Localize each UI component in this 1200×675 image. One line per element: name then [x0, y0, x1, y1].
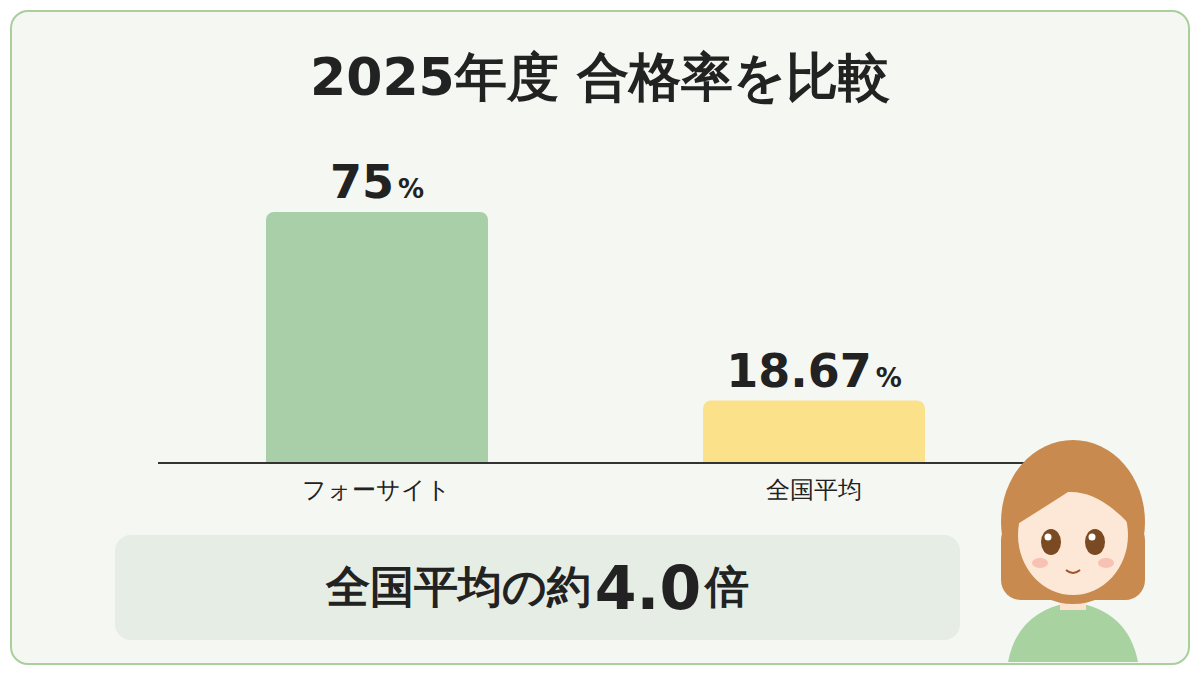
- html-text:2025年度 合格率を比較: 2025年度 合格率を比較: [310, 47, 890, 107]
- html-text:全国平均の約4.0倍: 全国平均の約4.0倍: [325, 552, 750, 623]
- svg-text:18.67%: 18.67%: [726, 344, 902, 398]
- svg-text:フォーサイト: フォーサイト: [302, 476, 451, 504]
- svg-text:全国平均: 全国平均: [766, 476, 862, 504]
- svg-text:75%: 75%: [330, 155, 424, 209]
